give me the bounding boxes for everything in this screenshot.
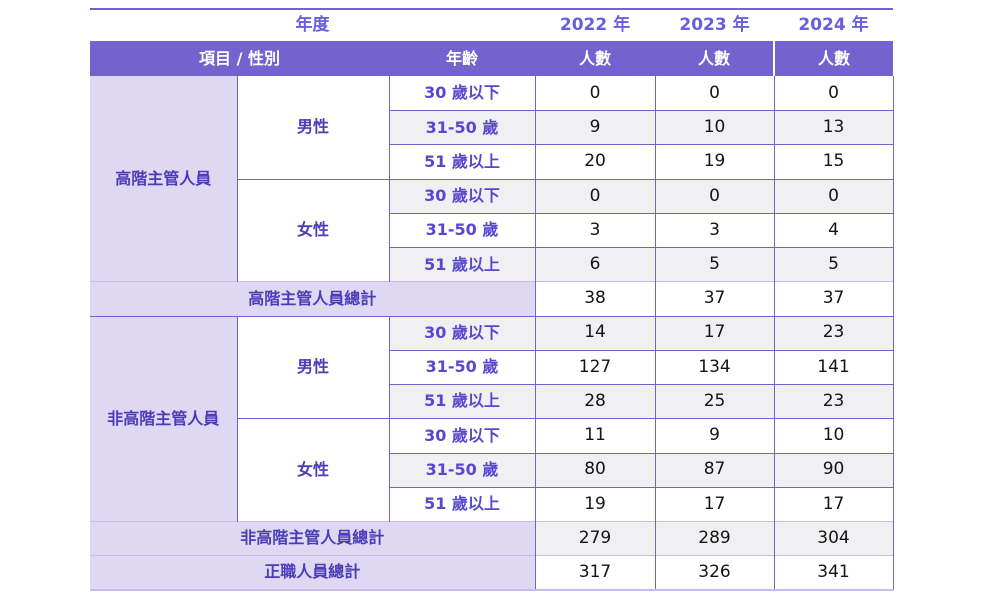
value-cell: 15: [773, 144, 894, 180]
table-row: 31-50 歲 3 3 4: [90, 212, 894, 248]
age-label: 31-50 歲: [388, 349, 536, 385]
age-label: 31-50 歲: [388, 110, 536, 145]
gender-female: 女性: [236, 178, 389, 282]
value-cell: 17: [654, 486, 775, 522]
age-label: 30 歲以下: [388, 76, 536, 111]
subtotal-label: 高階主管人員總計: [90, 281, 536, 317]
age-label: 51 歲以上: [388, 384, 536, 419]
gender-male: 男性: [236, 315, 389, 419]
value-cell: 127: [534, 349, 656, 385]
subtotal-row-senior-managers: 高階主管人員總計 38 37 37: [90, 281, 894, 317]
value-cell: 17: [654, 315, 775, 351]
grand-total-row: 正職人員總計 317 326 341: [90, 555, 894, 592]
value-cell: 5: [654, 247, 775, 282]
employee-age-distribution-table: 年度 2022 年 2023 年 2024 年 項目 / 性別 年齡 人數 人數…: [90, 7, 894, 592]
value-cell: 38: [534, 281, 656, 317]
value-cell: 0: [654, 76, 775, 111]
table-row: 31-50 歲 80 87 90: [90, 452, 894, 488]
header-count-2024: 人數: [773, 41, 894, 77]
value-cell: 23: [773, 315, 894, 351]
age-label: 30 歲以下: [388, 315, 536, 351]
value-cell: 9: [534, 110, 656, 145]
value-cell: 20: [534, 144, 656, 180]
table-row: 非高階主管人員 男性 30 歲以下 14 17 23: [90, 315, 894, 522]
value-cell: 326: [654, 555, 775, 592]
year-axis-label: 年度: [90, 7, 536, 42]
year-column-2024: 2024 年: [774, 7, 894, 42]
age-label: 30 歲以下: [388, 418, 536, 454]
table-row: 51 歲以上 28 25 23: [90, 384, 894, 419]
gender-male: 男性: [236, 76, 389, 180]
value-cell: 304: [773, 520, 894, 556]
table-row: 51 歲以上 19 17 17: [90, 486, 894, 522]
age-label: 51 歲以上: [388, 486, 536, 522]
category-senior-managers: 高階主管人員: [90, 76, 237, 282]
value-cell: 11: [534, 418, 656, 454]
value-cell: 3: [654, 212, 775, 248]
value-cell: 4: [773, 212, 894, 248]
value-cell: 289: [654, 520, 775, 556]
value-cell: 23: [773, 384, 894, 419]
age-label: 31-50 歲: [388, 452, 536, 488]
subtotal-row-non-senior-managers: 非高階主管人員總計 279 289 304: [90, 520, 894, 556]
table-row: 高階主管人員 男性 30 歲以下 0 0 0: [90, 76, 894, 282]
table-row: 女性 30 歲以下 11 9 10: [90, 418, 894, 522]
age-label: 31-50 歲: [388, 212, 536, 248]
value-cell: 134: [654, 349, 775, 385]
value-cell: 341: [773, 555, 894, 592]
value-cell: 25: [654, 384, 775, 419]
column-header-row: 項目 / 性別 年齡 人數 人數 人數: [90, 41, 894, 77]
value-cell: 141: [773, 349, 894, 385]
year-column-2022: 2022 年: [535, 7, 656, 42]
value-cell: 10: [773, 418, 894, 454]
value-cell: 0: [654, 178, 775, 214]
value-cell: 279: [534, 520, 656, 556]
header-count-2022: 人數: [535, 41, 656, 77]
table-row: 31-50 歲 9 10 13: [90, 110, 894, 145]
year-header-row: 年度 2022 年 2023 年 2024 年: [90, 7, 894, 42]
age-label: 51 歲以上: [388, 247, 536, 282]
value-cell: 3: [534, 212, 656, 248]
header-item-gender: 項目 / 性別: [90, 41, 389, 77]
value-cell: 37: [773, 281, 894, 317]
value-cell: 17: [773, 486, 894, 522]
header-count-2023: 人數: [655, 41, 775, 77]
grand-total-label: 正職人員總計: [90, 555, 536, 592]
value-cell: 87: [654, 452, 775, 488]
value-cell: 37: [654, 281, 775, 317]
value-cell: 6: [534, 247, 656, 282]
value-cell: 13: [773, 110, 894, 145]
age-label: 51 歲以上: [388, 144, 536, 180]
table-row: 31-50 歲 127 134 141: [90, 349, 894, 385]
value-cell: 19: [654, 144, 775, 180]
value-cell: 19: [534, 486, 656, 522]
header-age: 年齡: [389, 41, 536, 77]
value-cell: 5: [773, 247, 894, 282]
gender-female: 女性: [236, 418, 389, 522]
value-cell: 10: [654, 110, 775, 145]
value-cell: 28: [534, 384, 656, 419]
table-row: 女性 30 歲以下 0 0 0: [90, 178, 894, 282]
age-label: 30 歲以下: [388, 178, 536, 214]
value-cell: 9: [654, 418, 775, 454]
value-cell: 317: [534, 555, 656, 592]
subtotal-label: 非高階主管人員總計: [90, 520, 536, 556]
value-cell: 0: [773, 76, 894, 111]
value-cell: 90: [773, 452, 894, 488]
value-cell: 80: [534, 452, 656, 488]
table-row: 51 歲以上 20 19 15: [90, 144, 894, 180]
value-cell: 14: [534, 315, 656, 351]
year-column-2023: 2023 年: [655, 7, 775, 42]
value-cell: 0: [534, 76, 656, 111]
table-row: 51 歲以上 6 5 5: [90, 247, 894, 282]
value-cell: 0: [773, 178, 894, 214]
value-cell: 0: [534, 178, 656, 214]
category-non-senior-managers: 非高階主管人員: [90, 315, 237, 522]
